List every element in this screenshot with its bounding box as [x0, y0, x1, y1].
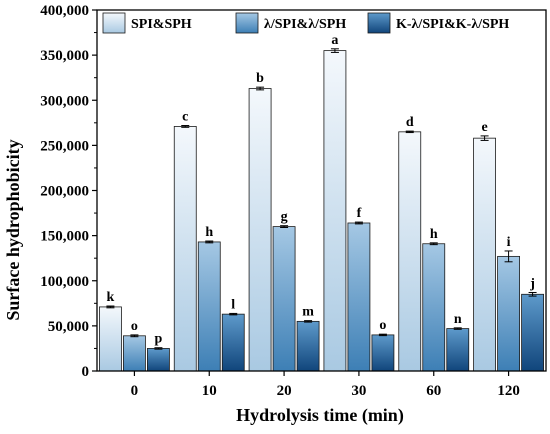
significance-letter: b: [256, 71, 264, 86]
bar-0-60: [398, 131, 422, 372]
significance-letter: n: [454, 312, 462, 327]
y-tick-label: 400,000: [40, 3, 89, 19]
significance-letter: j: [529, 276, 535, 291]
significance-letter: a: [331, 33, 338, 48]
bar-2-30: [371, 334, 395, 372]
legend: SPI&SPH λ/SPI&λ/SPH K-λ/SPI&K-λ/SPH: [102, 12, 509, 34]
significance-letter: h: [205, 225, 213, 240]
legend-swatch: [235, 12, 259, 34]
bar-0-20: [248, 88, 272, 372]
error-bar-0-60: [405, 130, 414, 134]
error-bar-0-20: [256, 86, 265, 91]
error-bar-2-60: [453, 327, 462, 330]
significance-letter: k: [107, 290, 115, 305]
bar-2-120: [521, 293, 544, 372]
error-bar-1-20: [280, 225, 289, 229]
x-tick-label: 30: [351, 383, 366, 399]
significance-letter: o: [379, 318, 386, 333]
x-axis-title: Hydrolysis time (min): [236, 405, 404, 426]
significance-letter: l: [231, 297, 235, 312]
significance-letter: i: [507, 235, 511, 250]
error-bar-0-10: [181, 125, 190, 128]
bar-2-10: [221, 313, 245, 372]
legend-swatch: [367, 12, 391, 34]
y-tick-label: 50,000: [48, 319, 89, 335]
legend-label: SPI&SPH: [131, 17, 192, 32]
error-bar-1-0: [130, 334, 139, 338]
legend-label: K-λ/SPI&K-λ/SPH: [396, 17, 509, 32]
error-bar-1-60: [429, 242, 438, 246]
bar-1-10: [197, 241, 221, 372]
error-bar-2-0: [154, 347, 163, 350]
bar-2-20: [296, 320, 320, 372]
error-bar-0-30: [330, 48, 339, 53]
bar-0-0: [99, 306, 122, 372]
bar-1-60: [422, 243, 446, 372]
error-bar-1-120: [504, 250, 513, 263]
y-axis-title: Surface hydrophobicity: [3, 139, 23, 320]
error-bar-2-20: [304, 320, 313, 323]
error-bar-2-120: [528, 291, 537, 297]
bar-1-0: [123, 335, 146, 372]
y-tick-label: 150,000: [40, 229, 89, 245]
significance-letter: e: [481, 120, 487, 135]
y-tick-label: 200,000: [40, 184, 89, 200]
bar-1-30: [347, 222, 371, 372]
significance-letter: m: [302, 305, 314, 320]
legend-label: λ/SPI&λ/SPH: [264, 17, 346, 32]
x-tick-label: 20: [277, 383, 292, 399]
significance-letters: k o p c h l b g m a f o d h n e i j: [107, 33, 535, 347]
significance-letter: g: [281, 210, 288, 225]
axes: 0 50,000 100,000 150,000 200,000 250,000 300,0…: [40, 3, 547, 399]
significance-letter: c: [182, 110, 188, 125]
significance-letter: d: [406, 115, 414, 130]
bar-2-60: [446, 328, 470, 372]
significance-letter: f: [357, 206, 362, 221]
error-bar-1-10: [205, 240, 214, 244]
bar-2-0: [147, 348, 170, 372]
y-tick-label: 0: [82, 364, 90, 380]
y-tick-label: 250,000: [40, 138, 89, 154]
error-bar-0-0: [106, 305, 115, 309]
y-tick-label: 350,000: [40, 48, 89, 64]
error-bar-1-30: [354, 221, 363, 225]
bar-0-30: [323, 50, 347, 372]
bar-1-120: [497, 255, 520, 372]
significance-letter: o: [131, 319, 138, 334]
bars-layer: [99, 48, 544, 372]
legend-swatch: [102, 12, 126, 34]
x-tick-label: 60: [426, 383, 441, 399]
bar-0-10: [173, 126, 197, 372]
error-bar-2-30: [378, 333, 387, 337]
significance-letter: p: [155, 332, 163, 347]
x-tick-label: 0: [131, 383, 139, 399]
significance-letter: h: [430, 227, 438, 242]
error-bar-2-10: [229, 312, 238, 316]
y-tick-label: 100,000: [40, 274, 89, 290]
x-tick-label: 120: [497, 383, 520, 399]
x-tick-label: 10: [202, 383, 217, 399]
y-tick-label: 300,000: [40, 93, 89, 109]
bar-0-120: [473, 137, 496, 372]
error-bar-0-120: [480, 135, 489, 141]
bar-1-20: [272, 226, 296, 372]
